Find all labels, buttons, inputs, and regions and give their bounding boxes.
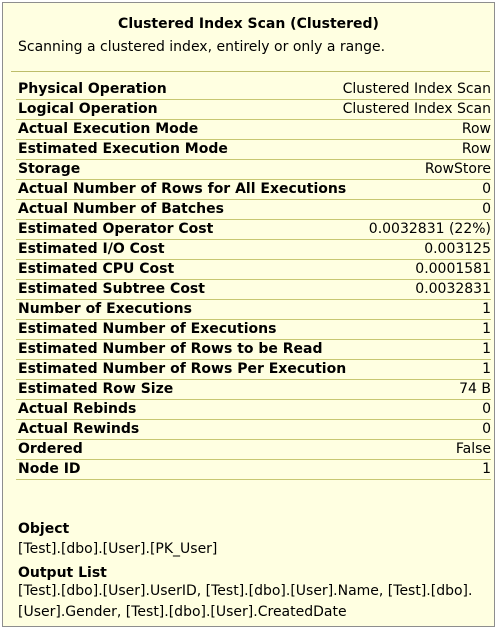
property-label: Actual Rebinds — [18, 401, 137, 417]
property-label: Ordered — [18, 441, 83, 457]
property-value: 1 — [482, 301, 491, 317]
property-label: Logical Operation — [18, 101, 158, 117]
property-value: Row — [461, 141, 491, 157]
property-row: Estimated Execution Mode Row — [16, 140, 491, 160]
property-label: Actual Execution Mode — [18, 121, 199, 137]
property-label: Actual Number of Rows for All Executions — [18, 181, 347, 197]
property-row: Estimated Number of Rows Per Execution 1 — [16, 360, 491, 380]
property-label: Physical Operation — [18, 81, 167, 97]
property-value: Clustered Index Scan — [342, 101, 491, 117]
property-value: 1 — [482, 321, 491, 337]
property-value: False — [455, 441, 491, 457]
property-row: Number of Executions 1 — [16, 300, 491, 320]
property-value: 1 — [482, 361, 491, 377]
property-value: 0.003125 — [424, 241, 491, 257]
property-row: Logical Operation Clustered Index Scan — [16, 100, 491, 120]
property-row: Estimated I/O Cost 0.003125 — [16, 240, 491, 260]
property-label: Estimated Number of Executions — [18, 321, 277, 337]
property-label: Estimated CPU Cost — [18, 261, 175, 277]
property-label: Estimated Execution Mode — [18, 141, 228, 157]
property-row: Physical Operation Clustered Index Scan — [16, 80, 491, 100]
property-label: Estimated Subtree Cost — [18, 281, 205, 297]
property-value: 1 — [482, 461, 491, 477]
property-value: 1 — [482, 341, 491, 357]
property-row: Estimated Number of Rows to be Read 1 — [16, 340, 491, 360]
property-row: Actual Number of Rows for All Executions… — [16, 180, 491, 200]
object-value: [Test].[dbo].[User].[PK_User] — [18, 541, 218, 557]
property-row: Actual Execution Mode Row — [16, 120, 491, 140]
property-row: Estimated Row Size 74 B — [16, 380, 491, 400]
property-value: 0.0032831 (22%) — [368, 221, 491, 237]
output-list-section: Output List [Test].[dbo].[User].UserID, … — [18, 565, 488, 623]
property-row: Actual Rebinds 0 — [16, 400, 491, 420]
tooltip-title: Clustered Index Scan (Clustered) — [118, 16, 379, 32]
property-value: 0 — [482, 181, 491, 197]
output-list-line: [Test].[dbo].[User].UserID, [Test].[dbo]… — [18, 583, 473, 599]
property-row: Estimated CPU Cost 0.0001581 — [16, 260, 491, 280]
property-label: Estimated Operator Cost — [18, 221, 214, 237]
property-value: Row — [461, 121, 491, 137]
property-value: Clustered Index Scan — [342, 81, 491, 97]
output-list-line: [User].Gender, [Test].[dbo].[User].Creat… — [18, 604, 347, 620]
property-label: Node ID — [18, 461, 81, 477]
property-label: Number of Executions — [18, 301, 192, 317]
property-value: 74 B — [459, 381, 491, 397]
property-label: Estimated Number of Rows to be Read — [18, 341, 323, 357]
property-row: Estimated Operator Cost 0.0032831 (22%) — [16, 220, 491, 240]
tooltip-description: Scanning a clustered index, entirely or … — [18, 39, 386, 55]
property-list: Physical Operation Clustered Index Scan Lo… — [16, 80, 491, 480]
divider — [11, 71, 490, 72]
property-row: Actual Number of Batches 0 — [16, 200, 491, 220]
property-row: Estimated Number of Executions 1 — [16, 320, 491, 340]
property-value: 0.0032831 — [415, 281, 491, 297]
output-list-heading: Output List — [18, 565, 107, 581]
property-value: RowStore — [424, 161, 491, 177]
property-row: Estimated Subtree Cost 0.0032831 — [16, 280, 491, 300]
property-row: Actual Rewinds 0 — [16, 420, 491, 440]
property-row: Storage RowStore — [16, 160, 491, 180]
property-value: 0 — [482, 401, 491, 417]
property-row: Ordered False — [16, 440, 491, 460]
property-label: Estimated Number of Rows Per Execution — [18, 361, 347, 377]
property-value: 0.0001581 — [415, 261, 491, 277]
property-label: Estimated I/O Cost — [18, 241, 165, 257]
property-label: Actual Rewinds — [18, 421, 140, 437]
property-value: 0 — [482, 201, 491, 217]
property-label: Actual Number of Batches — [18, 201, 224, 217]
property-row: Node ID 1 — [16, 460, 491, 480]
object-heading: Object — [18, 521, 70, 537]
property-label: Estimated Row Size — [18, 381, 174, 397]
operator-tooltip: Clustered Index Scan (Clustered) Scannin… — [2, 2, 495, 627]
property-value: 0 — [482, 421, 491, 437]
property-label: Storage — [18, 161, 81, 177]
object-section: Object [Test].[dbo].[User].[PK_User] — [18, 521, 488, 560]
